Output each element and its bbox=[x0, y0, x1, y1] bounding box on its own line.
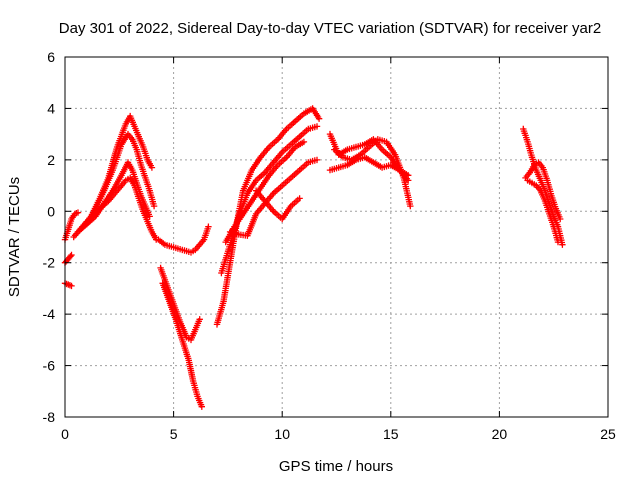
axis-ticks: 0 5 10 15 20 25 -8 -6 -4 -2 0 2 4 6 bbox=[43, 49, 616, 442]
series-track-2 bbox=[61, 251, 75, 266]
data-points bbox=[331, 136, 414, 210]
data-points bbox=[87, 174, 160, 243]
data-points bbox=[155, 223, 212, 256]
data-points bbox=[520, 125, 566, 248]
x-axis-label: GPS time / hours bbox=[279, 458, 393, 475]
y-tick-label: 2 bbox=[47, 152, 55, 168]
y-tick-label: 4 bbox=[47, 100, 55, 116]
y-tick-label: 6 bbox=[47, 49, 55, 65]
y-tick-label: -8 bbox=[43, 409, 56, 425]
series-track-9 bbox=[157, 264, 203, 344]
x-tick-label: 15 bbox=[383, 426, 399, 442]
data-points bbox=[157, 264, 203, 344]
series-track-19 bbox=[520, 125, 566, 248]
x-tick-label: 25 bbox=[600, 426, 616, 442]
data-series bbox=[61, 105, 566, 410]
y-tick-label: -4 bbox=[43, 306, 56, 322]
series-track-10 bbox=[159, 280, 205, 410]
data-points bbox=[522, 159, 564, 223]
series-track-3 bbox=[61, 280, 75, 290]
y-axis-label: SDTVAR / TECUs bbox=[6, 177, 23, 297]
y-tick-label: -6 bbox=[43, 358, 56, 374]
grid-lines bbox=[65, 57, 608, 417]
data-points bbox=[61, 251, 75, 266]
data-points bbox=[213, 105, 323, 328]
data-points bbox=[61, 280, 75, 290]
x-tick-label: 20 bbox=[492, 426, 508, 442]
y-tick-label: -2 bbox=[43, 255, 56, 271]
series-track-14 bbox=[226, 156, 321, 239]
y-tick-label: 0 bbox=[47, 203, 55, 219]
series-track-15 bbox=[252, 187, 303, 223]
x-tick-label: 0 bbox=[61, 426, 69, 442]
series-track-8 bbox=[155, 223, 212, 256]
series-track-18 bbox=[331, 136, 414, 210]
data-points bbox=[524, 177, 562, 246]
series-track-11 bbox=[213, 105, 323, 328]
x-tick-label: 10 bbox=[274, 426, 290, 442]
series-track-21 bbox=[524, 177, 562, 246]
x-tick-label: 5 bbox=[170, 426, 178, 442]
data-points bbox=[159, 280, 205, 410]
plot-frame bbox=[64, 56, 609, 418]
data-points bbox=[226, 156, 321, 239]
chart-title: Day 301 of 2022, Sidereal Day-to-day VTE… bbox=[59, 20, 601, 37]
series-track-20 bbox=[522, 159, 564, 223]
series-track-7 bbox=[87, 174, 160, 243]
data-points bbox=[252, 187, 303, 223]
